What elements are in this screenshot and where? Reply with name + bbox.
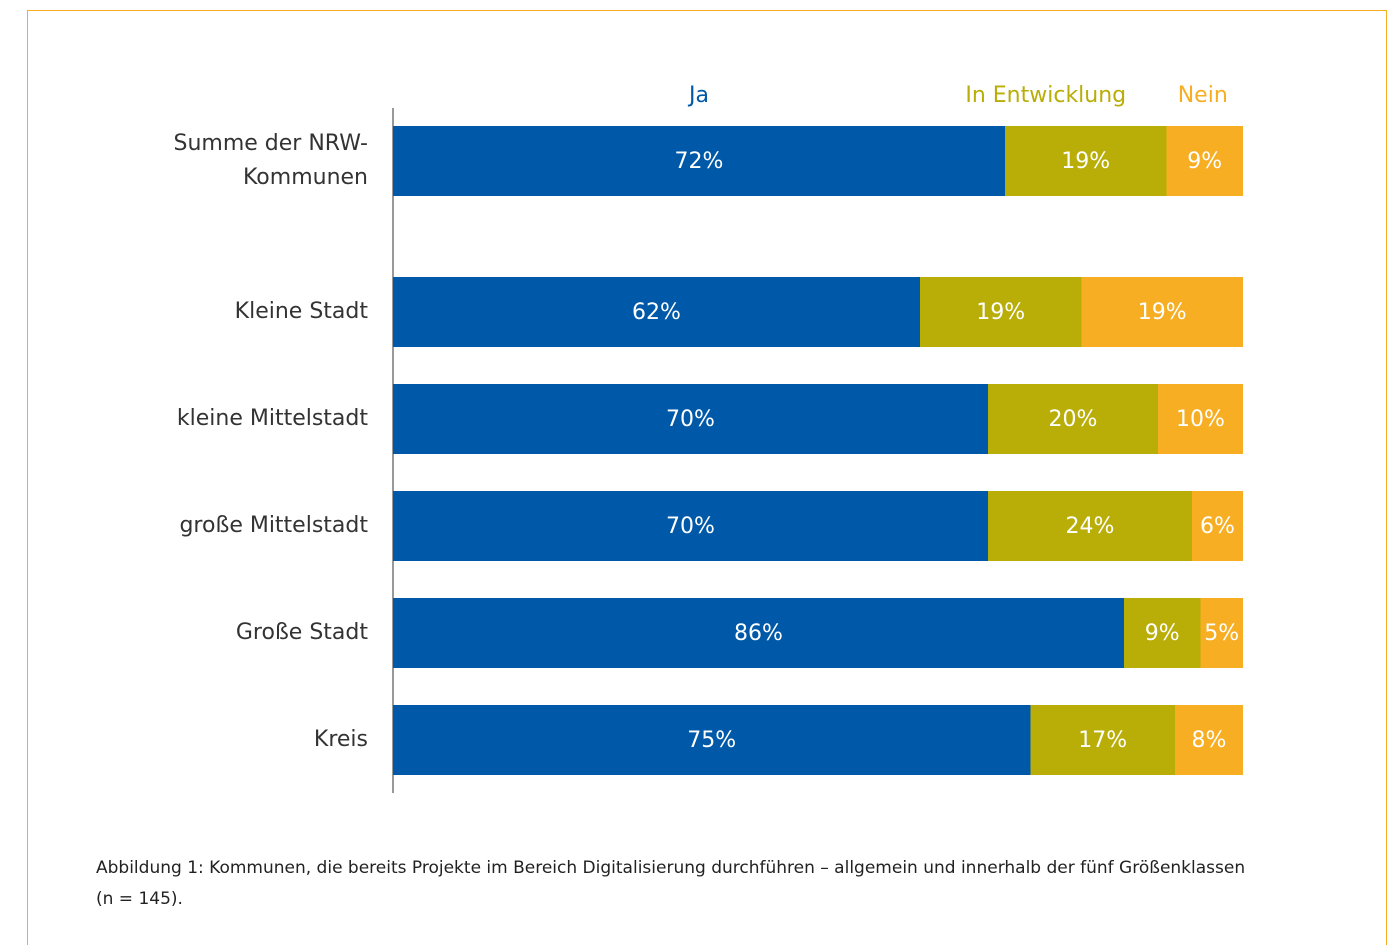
frame: [27, 10, 1387, 945]
bar-segment: [1124, 598, 1201, 668]
value-label: 8%: [1192, 728, 1227, 753]
bar-segment: [1175, 705, 1243, 775]
value-label: 20%: [1049, 407, 1098, 432]
bar-segment: [1005, 126, 1167, 196]
legend-label: Ja: [687, 83, 709, 108]
bar-segment: [1192, 491, 1243, 561]
value-label: 17%: [1078, 728, 1127, 753]
value-label: 19%: [1138, 300, 1187, 325]
bar-segment: [393, 277, 920, 347]
bar-segment: [1158, 384, 1243, 454]
value-label: 72%: [675, 149, 724, 174]
value-label: 5%: [1204, 621, 1239, 646]
value-label: 6%: [1200, 514, 1235, 539]
value-label: 86%: [734, 621, 783, 646]
bar-segment: [1030, 705, 1175, 775]
legend-label: In Entwicklung: [965, 83, 1126, 108]
bar-segment: [393, 491, 988, 561]
value-label: 9%: [1145, 621, 1180, 646]
value-label: 9%: [1187, 149, 1222, 174]
value-label: 24%: [1066, 514, 1115, 539]
value-label: 70%: [666, 514, 715, 539]
value-label: 19%: [1061, 149, 1110, 174]
bar-segment: [393, 384, 988, 454]
category-label: große Mittelstadt: [179, 513, 368, 538]
legend-label: Nein: [1178, 83, 1228, 108]
value-label: 75%: [687, 728, 736, 753]
bar-segment: [393, 705, 1031, 775]
value-label: 19%: [976, 300, 1025, 325]
value-label: 70%: [666, 407, 715, 432]
category-label: Kleine Stadt: [234, 299, 368, 324]
category-label: kleine Mittelstadt: [176, 406, 368, 431]
bar-segment: [920, 277, 1082, 347]
bar-segment: [988, 491, 1192, 561]
caption: Abbildung 1: Kommunen, die bereits Proje…: [96, 858, 1246, 909]
category-label: Große Stadt: [235, 620, 368, 645]
category-label: Kreis: [313, 727, 368, 752]
bar-segment: [1081, 277, 1243, 347]
category-label: Summe der NRW-Kommunen: [173, 131, 369, 190]
bar-segment: [393, 598, 1124, 668]
bar-segment: [1200, 598, 1243, 668]
value-label: 62%: [632, 300, 681, 325]
bar-segment: [988, 384, 1158, 454]
bar-segment: [1166, 126, 1243, 196]
bar-segment: [393, 126, 1005, 196]
value-label: 10%: [1176, 407, 1225, 432]
